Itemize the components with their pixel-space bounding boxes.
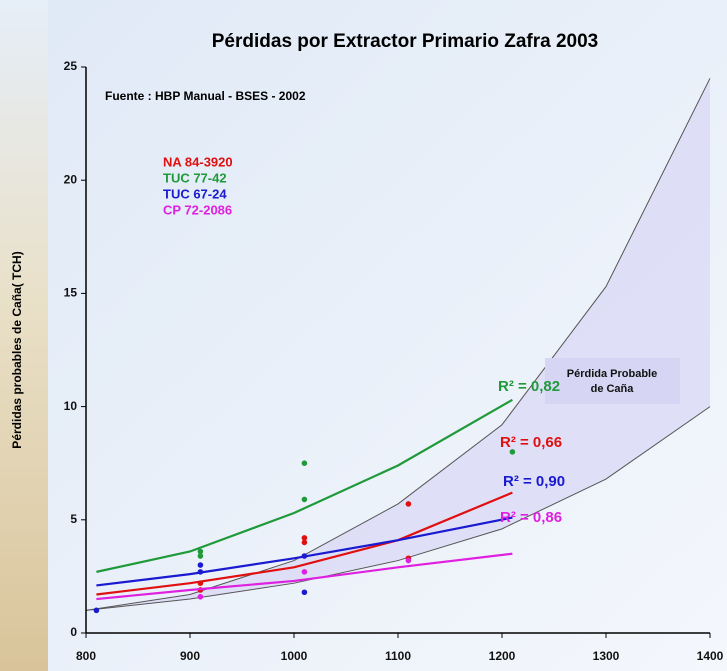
data-point [301, 569, 308, 575]
y-axis-label: Pérdidas probables de Caña( TCH) [10, 251, 24, 448]
data-point [197, 548, 204, 555]
data-point [301, 589, 308, 596]
data-point [197, 553, 204, 559]
band-label: Pérdida Probable de Caña [567, 368, 657, 395]
data-point [197, 580, 204, 586]
data-point [301, 535, 308, 541]
x-tick-label: 1200 [489, 649, 516, 663]
r2-label: R² = 0,66 [500, 434, 562, 451]
data-point [301, 539, 308, 546]
legend-entry: NA 84-3920 [163, 154, 233, 169]
data-point [509, 449, 516, 455]
data-point [301, 460, 308, 467]
legend-entry: CP 72-2086 [163, 202, 232, 217]
trend-line [96, 516, 513, 587]
x-tick-label: 800 [76, 649, 96, 663]
y-tick-label: 0 [70, 625, 77, 639]
data-point [197, 569, 204, 575]
x-tick-label: 900 [180, 649, 200, 663]
data-point [405, 557, 412, 564]
data-point [197, 562, 204, 568]
x-tick-label: 1400 [697, 649, 724, 663]
plot-area: Pérdida Probable de Caña 0 5 10 15 20 25 800 900 1… [64, 59, 724, 663]
band-area [86, 78, 710, 611]
band-label-box [545, 358, 680, 404]
legend-entry: TUC 67-24 [163, 186, 227, 201]
trend-line [96, 491, 513, 596]
data-point [301, 553, 308, 559]
trend-line [96, 552, 513, 601]
y-tick-label: 25 [64, 59, 78, 73]
y-tick-label: 20 [64, 172, 78, 186]
data-point [197, 593, 204, 600]
y-tick-label: 5 [70, 512, 77, 526]
x-tick-label: 1100 [385, 649, 411, 663]
r2-label: R² = 0,82 [498, 378, 560, 395]
band-upper [85, 78, 711, 611]
legend-entry: TUC 77-42 [163, 170, 227, 185]
band-lower [85, 406, 711, 611]
chart-title: Pérdidas por Extractor Primario Zafra 20… [212, 31, 599, 52]
y-tick-label: 10 [64, 399, 78, 413]
data-point [93, 607, 100, 614]
x-tick-label: 1300 [593, 649, 620, 663]
x-tick-label: 1000 [281, 649, 308, 663]
data-point [301, 496, 308, 503]
y-tick-label: 15 [64, 286, 78, 300]
r2-label: R² = 0,86 [500, 509, 562, 526]
trend-line [96, 398, 513, 573]
r2-label: R² = 0,90 [503, 473, 565, 490]
source-note: Fuente : HBP Manual - BSES - 2002 [105, 89, 306, 103]
side-image [0, 0, 48, 671]
data-point [405, 501, 412, 507]
